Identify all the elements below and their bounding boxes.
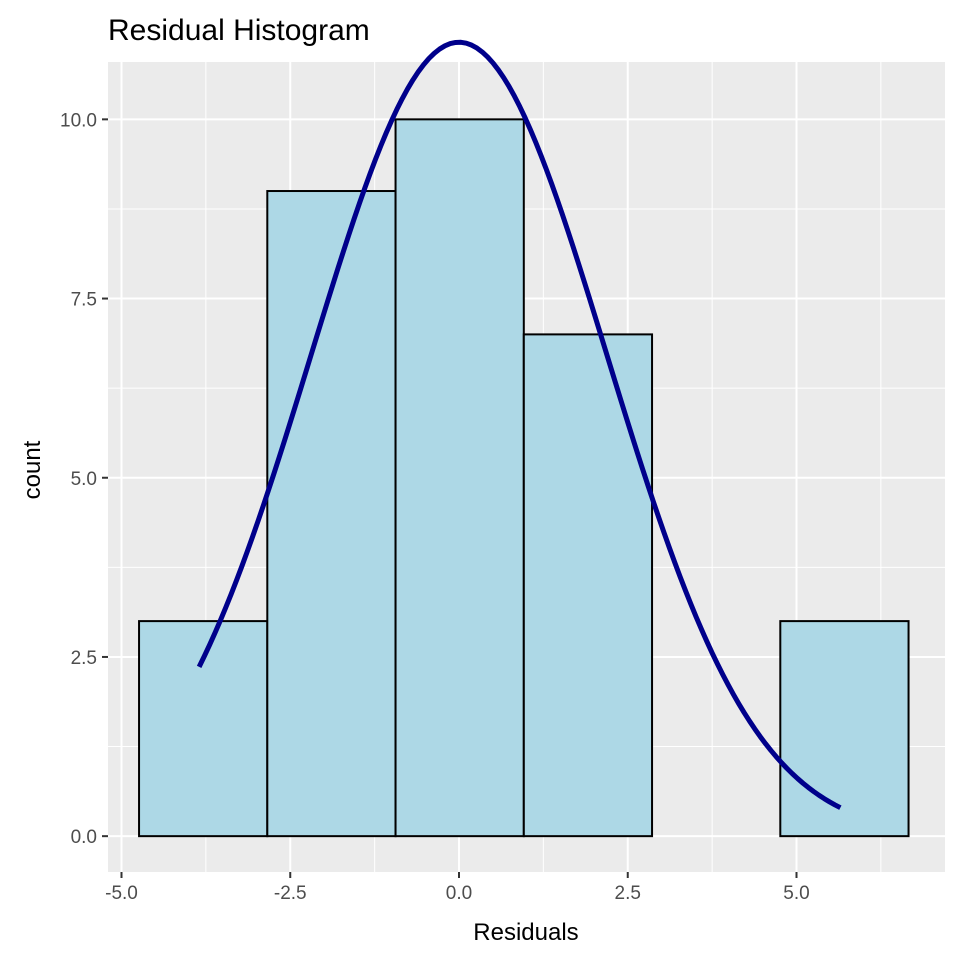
y-axis-title: count <box>19 440 46 499</box>
histogram-bar-6 <box>779 620 910 838</box>
x-tick-label: 2.5 <box>615 883 641 904</box>
histogram-bar-2 <box>266 190 397 838</box>
x-tick-label: -5.0 <box>105 883 138 904</box>
y-tick-label: 2.5 <box>71 648 97 669</box>
x-tick-label: -2.5 <box>274 883 307 904</box>
x-tick-label: 0.0 <box>446 883 472 904</box>
y-axis: 0.0 2.5 5.0 7.5 10.0 <box>60 110 108 848</box>
histogram-bars <box>138 118 910 838</box>
y-tick-label: 10.0 <box>60 110 97 131</box>
x-tick-label: 5.0 <box>783 883 809 904</box>
y-tick-label: 7.5 <box>71 290 97 311</box>
x-axis-title: Residuals <box>473 919 578 946</box>
normal-density-curve <box>196 39 842 810</box>
histogram-bar-4 <box>522 333 654 838</box>
x-axis: -5.0 -2.5 0.0 2.5 5.0 <box>105 872 810 904</box>
y-tick-label: 5.0 <box>71 469 97 490</box>
chart-title: Residual Histogram <box>108 14 370 47</box>
histogram-bar-3 <box>394 118 525 838</box>
y-tick-label: 0.0 <box>71 827 97 848</box>
